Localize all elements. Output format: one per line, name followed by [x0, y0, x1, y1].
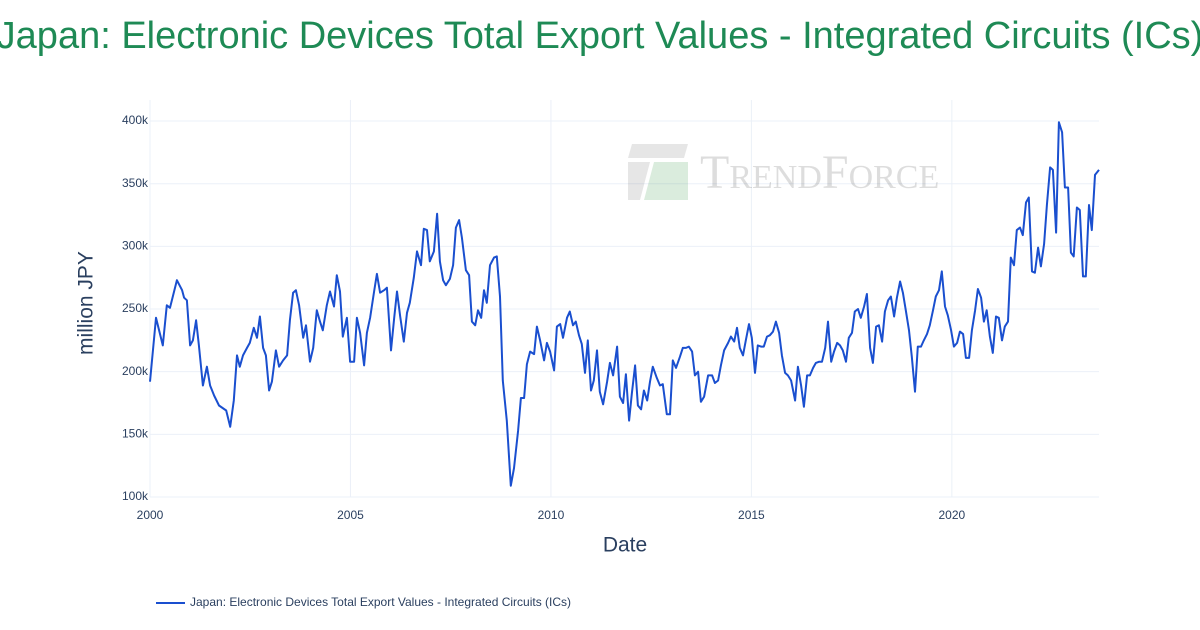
y-tick-label: 200k: [122, 364, 149, 378]
y-axis-title: million JPY: [75, 251, 98, 355]
y-tick-label: 100k: [122, 489, 149, 503]
data-line: [149, 121, 1100, 487]
y-tick-label: 250k: [122, 301, 149, 315]
x-tick-label: 2015: [738, 508, 765, 522]
watermark: TrendForce: [700, 146, 939, 199]
x-tick-label: 2000: [137, 508, 164, 522]
logo-shape: [628, 144, 688, 158]
x-tick-label: 2010: [538, 508, 565, 522]
y-tick-label: 400k: [122, 113, 149, 127]
grid: [149, 100, 1099, 498]
y-tick-label: 150k: [122, 427, 149, 441]
y-tick-label: 300k: [122, 239, 149, 253]
y-tick-label: 350k: [122, 176, 149, 190]
x-axis-title: Date: [603, 534, 647, 557]
x-tick-label: 2020: [939, 508, 966, 522]
legend-label: Japan: Electronic Devices Total Export V…: [190, 595, 571, 609]
x-tick-label: 2005: [337, 508, 364, 522]
chart-title: Japan: Electronic Devices Total Export V…: [0, 15, 1200, 57]
logo-shape: [628, 162, 650, 200]
logo-shape: [644, 162, 688, 200]
watermark-logo: [628, 144, 688, 200]
